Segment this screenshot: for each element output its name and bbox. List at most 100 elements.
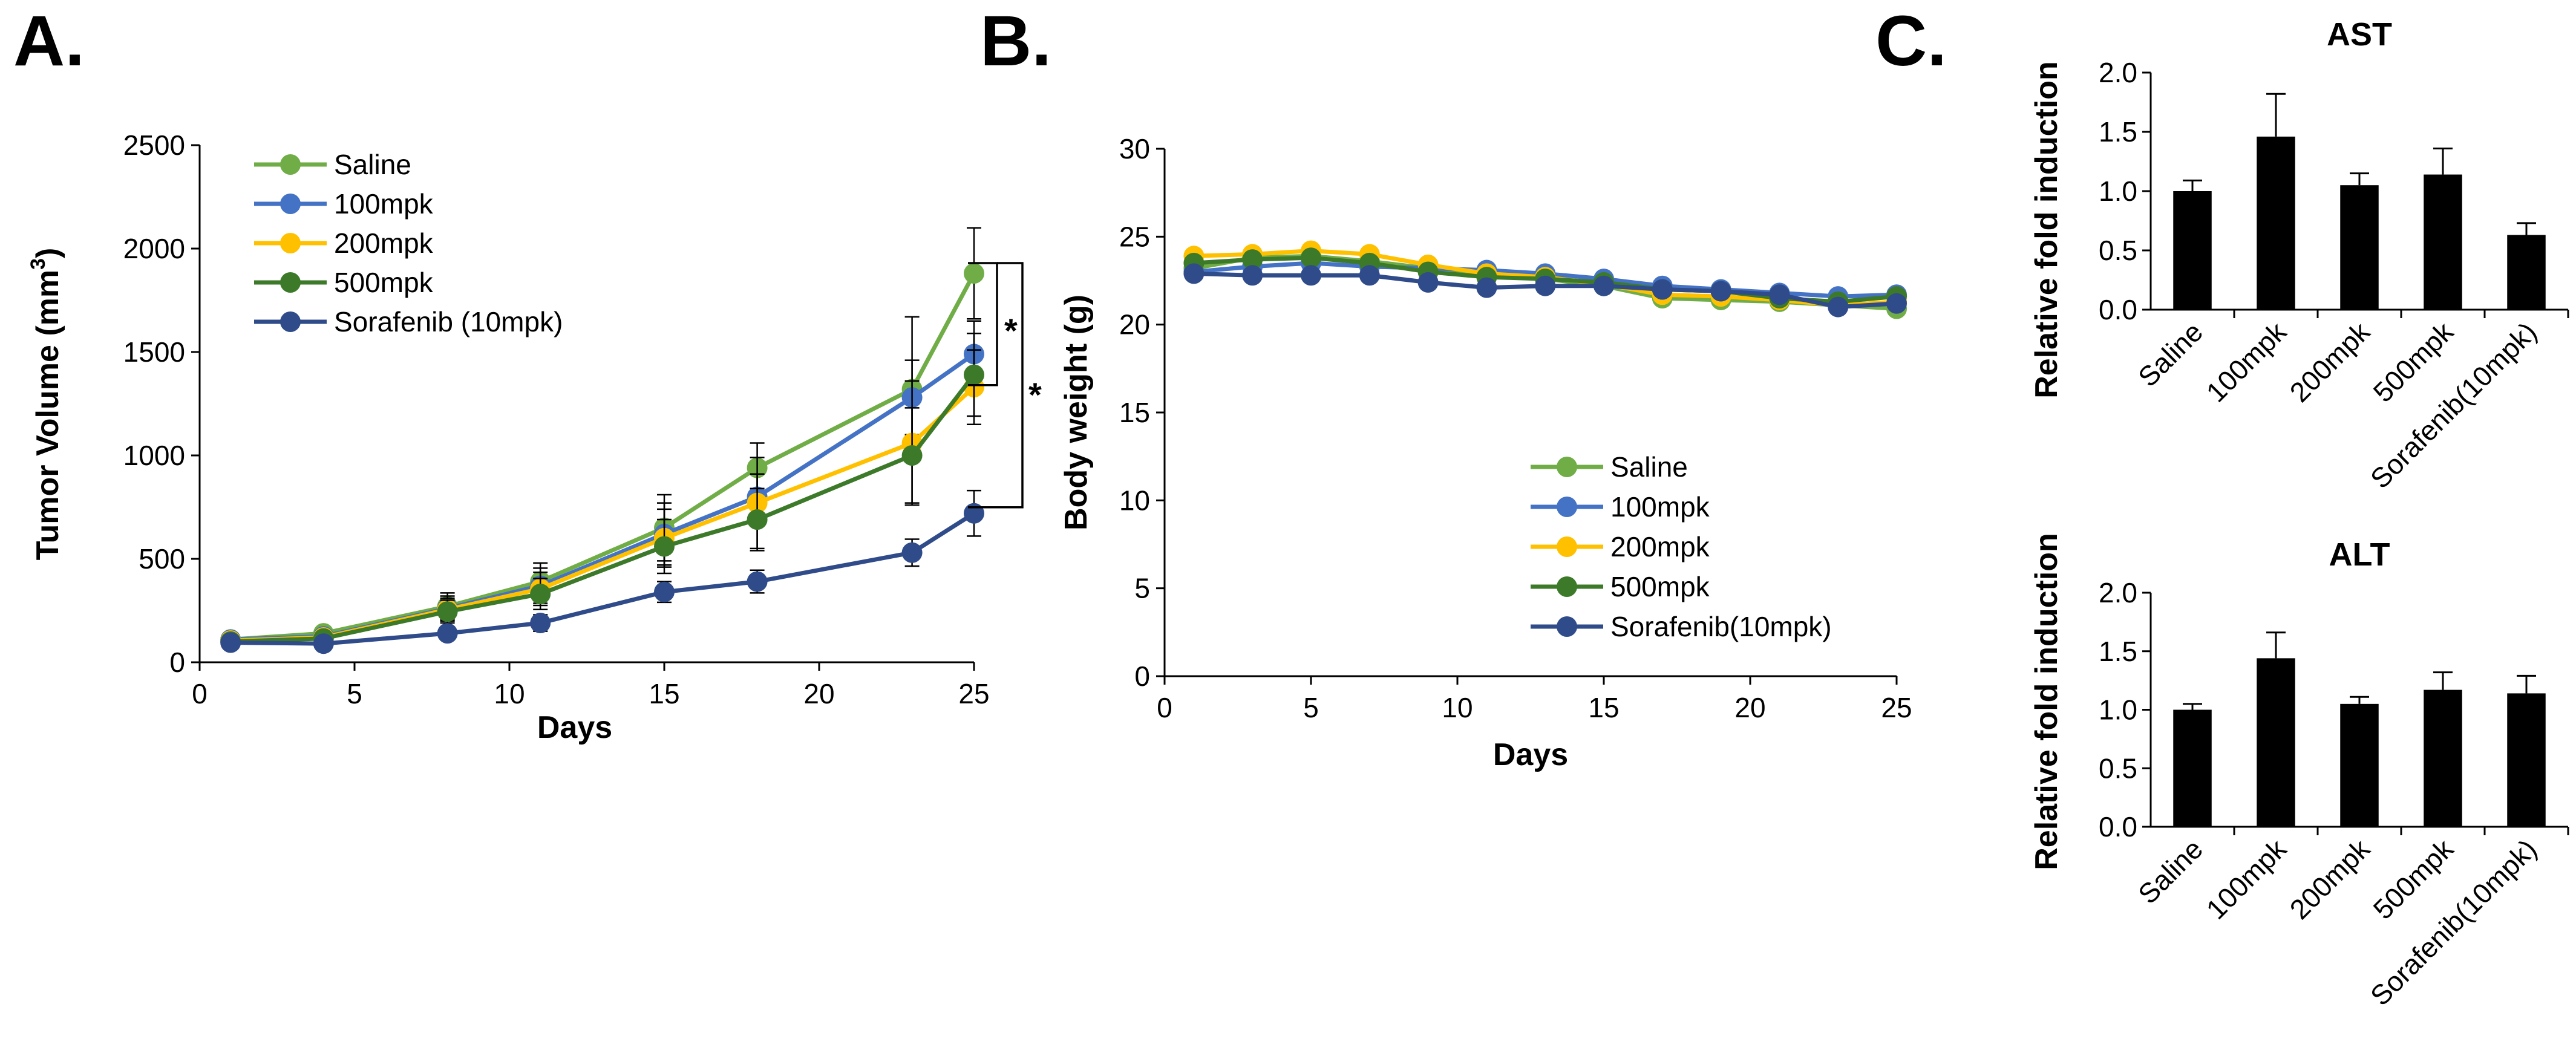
x-tick-label: 5	[347, 678, 362, 709]
legend-label: 500mpk	[1610, 571, 1710, 602]
legend-label: Sorafenib(10mpk)	[1610, 611, 1832, 642]
y-tick-label: 25	[1119, 221, 1150, 252]
y-tick-label: 2500	[123, 129, 185, 161]
series-line	[230, 352, 976, 642]
bar	[2340, 185, 2379, 310]
data-point	[1535, 275, 1556, 296]
panel-label-a: A.	[13, 1, 85, 81]
legend-marker	[280, 154, 301, 175]
panel-label-b: B.	[980, 1, 1051, 81]
y-tick-label: 2.0	[2099, 57, 2137, 88]
legend-label: 100mpk	[334, 188, 434, 220]
bar-chart-title: AST	[2327, 16, 2392, 53]
y-tick-label: 0.5	[2099, 235, 2137, 266]
data-point	[1652, 279, 1673, 300]
data-point	[1886, 293, 1907, 314]
y-tick-label: 0	[169, 647, 185, 678]
x-tick-label: 15	[1588, 692, 1619, 723]
significance-star: *	[1028, 376, 1042, 414]
y-tick-label: 0	[1134, 660, 1150, 692]
y-tick-label: 20	[1119, 309, 1150, 341]
legend-label: Sorafenib (10mpk)	[334, 306, 563, 337]
data-point	[530, 613, 551, 634]
significance-bracket	[968, 262, 1024, 509]
legend-marker	[280, 272, 301, 293]
bar	[2424, 689, 2462, 827]
bar	[2424, 174, 2462, 310]
data-point	[964, 364, 984, 385]
legend-marker	[280, 311, 301, 332]
data-point	[1301, 247, 1321, 269]
y-tick-label: 1000	[123, 440, 185, 471]
x-tick-label: 10	[494, 678, 525, 709]
significance-star: *	[1004, 311, 1018, 350]
bar	[2257, 136, 2295, 310]
category-label: Saline	[2132, 316, 2209, 393]
data-point	[901, 445, 923, 466]
bar	[2507, 693, 2546, 827]
y-tick-label: 1.5	[2099, 116, 2137, 148]
x-tick-label: 0	[192, 678, 208, 709]
significance-bracket	[968, 262, 998, 386]
legend-label: 200mpk	[1610, 531, 1710, 562]
legend-label: Saline	[1610, 451, 1688, 483]
bar	[2257, 658, 2295, 827]
x-tick-label: 25	[1881, 692, 1912, 723]
y-axis-title: Body weight (g)	[1059, 295, 1094, 530]
legend-marker	[1557, 616, 1577, 637]
series-line	[230, 272, 976, 642]
legend-marker	[280, 233, 301, 253]
data-point	[530, 584, 551, 605]
data-point	[747, 571, 768, 592]
x-tick-label: 25	[958, 678, 989, 709]
x-axis-title: Days	[537, 710, 612, 745]
data-point	[654, 581, 675, 602]
series-line	[230, 373, 976, 644]
bar	[2507, 235, 2546, 310]
legend-label: 500mpk	[334, 267, 434, 298]
x-tick-label: 20	[1734, 692, 1765, 723]
data-point	[1594, 275, 1614, 296]
bar-chart-title: ALT	[2329, 536, 2390, 573]
x-tick-label: 20	[803, 678, 834, 709]
data-point	[1476, 277, 1497, 298]
series-line	[230, 511, 975, 646]
legend-label: 100mpk	[1610, 491, 1710, 523]
data-point	[654, 536, 675, 557]
data-point	[1828, 296, 1849, 318]
data-point	[747, 509, 768, 530]
y-tick-label: 5	[1134, 573, 1150, 604]
ast-bar-chart: 0.00.51.01.52.0Saline100mpk200mpk500mpkS…	[2029, 16, 2569, 495]
legend-marker	[1557, 497, 1577, 517]
data-point	[313, 633, 334, 654]
panel-label-c: C.	[1875, 1, 1947, 81]
category-label: Saline	[2132, 833, 2209, 910]
legend-label: Saline	[334, 149, 411, 180]
category-label: 200mpk	[2284, 833, 2376, 925]
legend-marker	[280, 194, 301, 214]
y-tick-label: 1.0	[2099, 175, 2137, 207]
tumor-volume-chart: 0 500 1000 1500 2000 2500 0 5 10 15 20 25 Saline 100m…	[27, 129, 1042, 745]
legend-marker	[1557, 536, 1577, 557]
y-tick-label: 0.0	[2099, 811, 2137, 843]
category-label: 100mpk	[2200, 316, 2293, 408]
y-tick-label: 15	[1119, 397, 1150, 428]
x-tick-label: 5	[1303, 692, 1319, 723]
data-point	[1769, 284, 1790, 305]
data-point	[1183, 263, 1205, 284]
data-point	[964, 263, 984, 284]
y-tick-label: 30	[1119, 133, 1150, 165]
data-point	[1242, 249, 1263, 270]
data-point	[1710, 281, 1731, 302]
x-tick-label: 15	[649, 678, 679, 709]
bar	[2173, 709, 2212, 827]
y-tick-label: 0.5	[2099, 752, 2137, 784]
alt-bar-chart: 0.00.51.01.52.0Saline100mpk200mpk500mpkS…	[2029, 533, 2569, 1012]
data-point	[901, 542, 923, 563]
data-point	[1417, 272, 1439, 293]
y-tick-label: 0.0	[2099, 294, 2137, 325]
y-tick-label: 10	[1119, 484, 1150, 516]
legend-marker	[1557, 576, 1577, 597]
y-tick-label: 500	[139, 543, 185, 575]
